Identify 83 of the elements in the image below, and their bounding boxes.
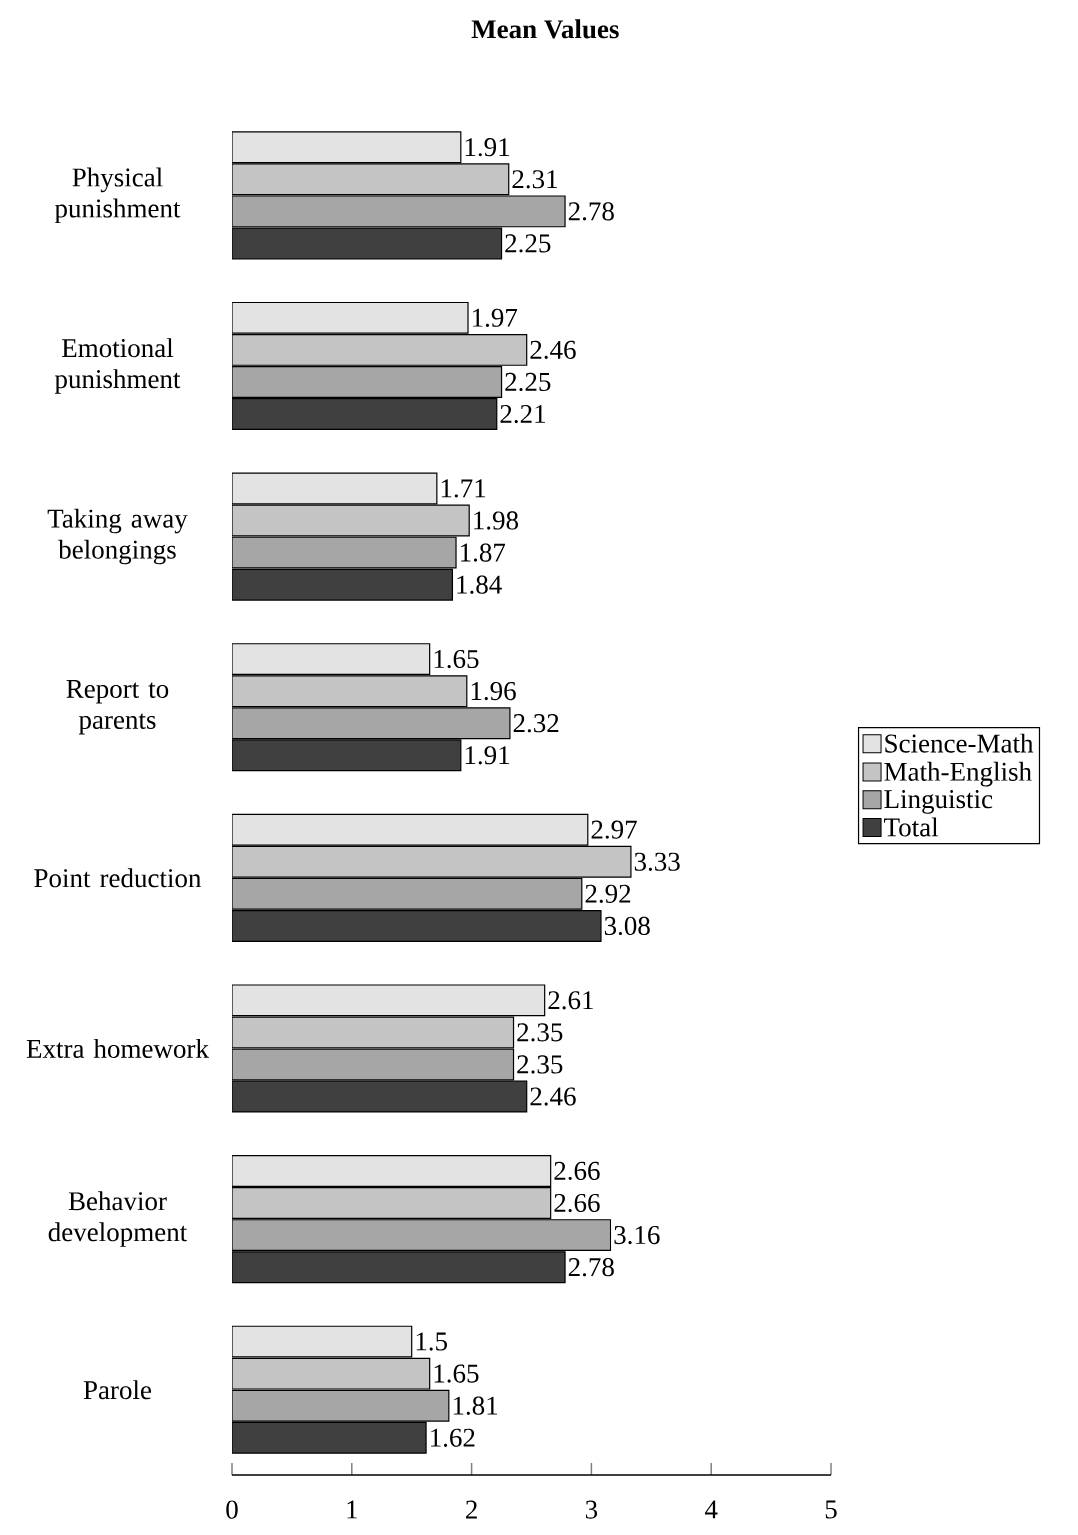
data-label: 1.71	[441, 479, 486, 498]
bar	[232, 739, 462, 772]
data-label: 2.46	[530, 340, 576, 360]
bar	[232, 707, 511, 740]
x-tick-label: 3	[585, 1500, 598, 1519]
data-label: 2.66	[554, 1193, 600, 1213]
data-label: 2.31	[512, 170, 557, 189]
x-tick-label: 4	[704, 1500, 718, 1519]
legend-label: Total	[884, 817, 939, 837]
bar	[232, 227, 503, 260]
bar	[232, 1080, 528, 1113]
data-label: 2.66	[554, 1161, 600, 1181]
y-tick-label: Behavior development	[48, 1191, 188, 1247]
data-label: 3.08	[604, 916, 650, 936]
data-label: 3.33	[634, 852, 680, 871]
bar	[232, 1421, 427, 1454]
bar	[232, 1016, 515, 1049]
bar	[232, 1219, 612, 1252]
bar	[232, 643, 431, 676]
x-tick-label: 0	[226, 1500, 238, 1519]
bar	[232, 366, 503, 398]
data-label: 1.65	[434, 649, 479, 669]
data-label: 1.87	[460, 543, 506, 562]
data-label: 1.96	[471, 682, 516, 701]
data-label: 2.25	[505, 372, 551, 392]
y-tick-label: Report to parents	[66, 679, 169, 735]
data-label: 2.78	[568, 1258, 614, 1277]
data-label: 1.5	[416, 1332, 447, 1351]
data-label: 2.92	[585, 884, 631, 903]
bar	[232, 131, 462, 164]
data-label: 2.35	[517, 1023, 563, 1042]
data-label: 3.16	[614, 1225, 660, 1245]
x-tick-label: 2	[466, 1500, 477, 1519]
y-tick-label: Taking away belongings	[47, 508, 188, 565]
legend-label: Math-English	[884, 761, 1032, 787]
bar	[232, 568, 454, 601]
bar	[232, 845, 632, 878]
data-label: 1.91	[465, 746, 510, 765]
data-label: 2.25	[505, 234, 551, 253]
bar	[232, 813, 589, 846]
bar	[232, 163, 510, 196]
data-label: 2.97	[591, 820, 637, 839]
data-label: 1.98	[474, 511, 519, 530]
y-tick-label: Extra homework	[26, 1038, 209, 1058]
data-label: 1.81	[453, 1396, 498, 1415]
bar	[232, 877, 583, 910]
data-label: 2.21	[500, 404, 545, 424]
legend-label: Linguistic	[884, 790, 993, 814]
y-tick-label: Point reduction	[34, 868, 202, 888]
bar	[232, 909, 602, 942]
bar	[232, 472, 438, 505]
data-label: 2.61	[548, 991, 593, 1010]
bar	[232, 1048, 515, 1081]
bar	[232, 536, 457, 569]
y-tick-label: Parole	[83, 1380, 152, 1400]
chart-title: Mean Values	[471, 19, 619, 39]
data-label: 1.91	[465, 138, 510, 157]
bar	[232, 1357, 431, 1390]
bar	[232, 1325, 413, 1358]
data-label: 2.32	[513, 714, 559, 733]
bar	[232, 984, 546, 1017]
data-label: 1.84	[457, 575, 502, 594]
y-tick-label: Physical punishment	[54, 167, 181, 224]
bar	[232, 1187, 552, 1219]
data-label: 2.35	[517, 1055, 563, 1074]
bar	[232, 398, 498, 431]
bar	[232, 504, 470, 537]
data-label: 2.78	[568, 202, 614, 221]
data-label: 1.97	[472, 308, 518, 327]
bar	[232, 675, 468, 708]
data-label: 1.62	[431, 1428, 475, 1447]
bar	[232, 195, 566, 228]
bar	[232, 1251, 566, 1284]
data-label: 2.46	[530, 1087, 576, 1106]
x-tick-label: 5	[825, 1500, 837, 1519]
x-tick-label: 1	[347, 1500, 357, 1519]
bar	[232, 1389, 450, 1422]
bar	[232, 1155, 552, 1187]
y-tick-label: Emotional punishment	[54, 338, 181, 394]
data-label: 1.65	[434, 1364, 479, 1383]
bar	[232, 333, 528, 366]
legend-label: Science-Math	[885, 733, 1034, 753]
bar	[232, 301, 469, 334]
